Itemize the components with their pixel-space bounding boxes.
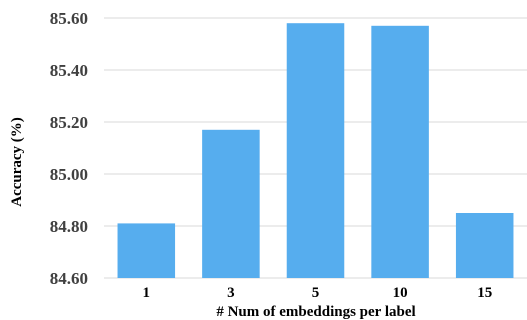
y-tick-label: 85.20 [50, 113, 88, 132]
y-tick-labels: 84.60 84.80 85.00 85.20 85.40 85.60 [50, 9, 88, 288]
bar-15 [455, 213, 514, 278]
y-tick-label: 85.40 [50, 61, 88, 80]
y-tick-label: 84.80 [50, 217, 88, 236]
x-tick-label: 1 [143, 285, 151, 301]
x-tick-label: 10 [393, 285, 408, 301]
bar-5 [286, 23, 345, 279]
x-tick-label: 3 [227, 285, 235, 301]
x-tick-labels: 1 3 5 10 15 [143, 285, 493, 301]
x-tick-label: 15 [477, 285, 492, 301]
y-tick-label: 85.60 [50, 9, 88, 28]
bar-3 [202, 129, 260, 278]
y-tick-label: 84.60 [50, 269, 88, 288]
y-axis-title: Accuracy (%) [9, 117, 25, 207]
bar-1 [117, 223, 176, 278]
x-tick-label: 5 [312, 285, 320, 301]
bars [117, 23, 514, 279]
x-axis-title: # Num of embeddings per label [216, 304, 415, 320]
bar-10 [371, 25, 429, 278]
y-tick-label: 85.00 [50, 165, 88, 184]
